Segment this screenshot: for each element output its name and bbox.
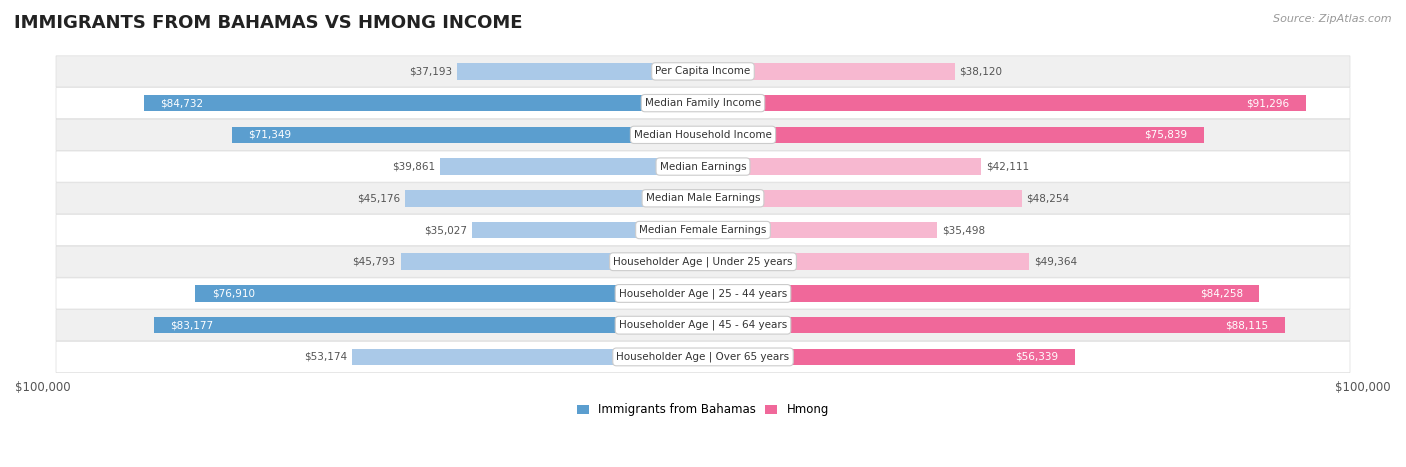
Bar [440, 158, 703, 175]
Text: Median Female Earnings: Median Female Earnings [640, 225, 766, 235]
Text: Householder Age | 45 - 64 years: Householder Age | 45 - 64 years [619, 320, 787, 331]
FancyBboxPatch shape [56, 214, 1350, 246]
Bar [703, 158, 981, 175]
Text: Source: ZipAtlas.com: Source: ZipAtlas.com [1274, 14, 1392, 24]
Bar [153, 317, 703, 333]
FancyBboxPatch shape [56, 56, 1350, 87]
Text: $48,254: $48,254 [1026, 193, 1070, 203]
Bar [457, 63, 703, 80]
Text: Householder Age | Over 65 years: Householder Age | Over 65 years [616, 352, 790, 362]
Text: $71,349: $71,349 [249, 130, 291, 140]
Text: Median Household Income: Median Household Income [634, 130, 772, 140]
Text: Householder Age | 25 - 44 years: Householder Age | 25 - 44 years [619, 288, 787, 299]
Bar [703, 285, 1260, 302]
Text: $42,111: $42,111 [986, 162, 1029, 171]
Text: $45,793: $45,793 [353, 257, 395, 267]
Text: $37,193: $37,193 [409, 66, 453, 77]
FancyBboxPatch shape [56, 310, 1350, 341]
Text: $56,339: $56,339 [1015, 352, 1059, 362]
Text: Median Family Income: Median Family Income [645, 98, 761, 108]
Text: $84,258: $84,258 [1199, 289, 1243, 298]
Legend: Immigrants from Bahamas, Hmong: Immigrants from Bahamas, Hmong [575, 401, 831, 418]
Text: $45,176: $45,176 [357, 193, 399, 203]
Text: $35,027: $35,027 [423, 225, 467, 235]
Text: $91,296: $91,296 [1246, 98, 1289, 108]
Text: Median Earnings: Median Earnings [659, 162, 747, 171]
Bar [472, 222, 703, 238]
Bar [703, 127, 1204, 143]
Bar [703, 95, 1306, 111]
Text: Householder Age | Under 25 years: Householder Age | Under 25 years [613, 256, 793, 267]
Bar [232, 127, 703, 143]
Text: $38,120: $38,120 [960, 66, 1002, 77]
Text: $53,174: $53,174 [304, 352, 347, 362]
Text: $76,910: $76,910 [212, 289, 254, 298]
FancyBboxPatch shape [56, 246, 1350, 277]
Bar [703, 222, 938, 238]
Text: $83,177: $83,177 [170, 320, 214, 330]
FancyBboxPatch shape [56, 278, 1350, 309]
FancyBboxPatch shape [56, 88, 1350, 119]
FancyBboxPatch shape [56, 341, 1350, 373]
Text: $84,732: $84,732 [160, 98, 204, 108]
Bar [703, 63, 955, 80]
Bar [352, 349, 703, 365]
Bar [195, 285, 703, 302]
Bar [703, 190, 1022, 206]
FancyBboxPatch shape [56, 151, 1350, 182]
Text: Median Male Earnings: Median Male Earnings [645, 193, 761, 203]
Bar [703, 317, 1285, 333]
FancyBboxPatch shape [56, 183, 1350, 214]
Bar [401, 254, 703, 270]
Text: $88,115: $88,115 [1225, 320, 1268, 330]
Text: Per Capita Income: Per Capita Income [655, 66, 751, 77]
Bar [703, 349, 1076, 365]
Bar [405, 190, 703, 206]
Text: $75,839: $75,839 [1144, 130, 1187, 140]
Text: $35,498: $35,498 [942, 225, 986, 235]
Bar [703, 254, 1029, 270]
Text: IMMIGRANTS FROM BAHAMAS VS HMONG INCOME: IMMIGRANTS FROM BAHAMAS VS HMONG INCOME [14, 14, 523, 32]
FancyBboxPatch shape [56, 119, 1350, 150]
Text: $49,364: $49,364 [1033, 257, 1077, 267]
Text: $39,861: $39,861 [392, 162, 434, 171]
Bar [143, 95, 703, 111]
